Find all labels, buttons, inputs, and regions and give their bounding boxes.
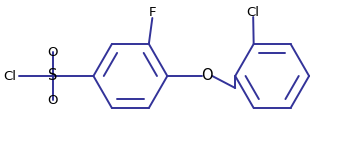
Text: S: S — [48, 69, 57, 84]
Text: O: O — [47, 93, 58, 106]
Text: Cl: Cl — [4, 69, 16, 82]
Text: F: F — [149, 6, 156, 20]
Text: Cl: Cl — [247, 6, 260, 20]
Text: O: O — [47, 45, 58, 58]
Text: O: O — [201, 69, 213, 84]
